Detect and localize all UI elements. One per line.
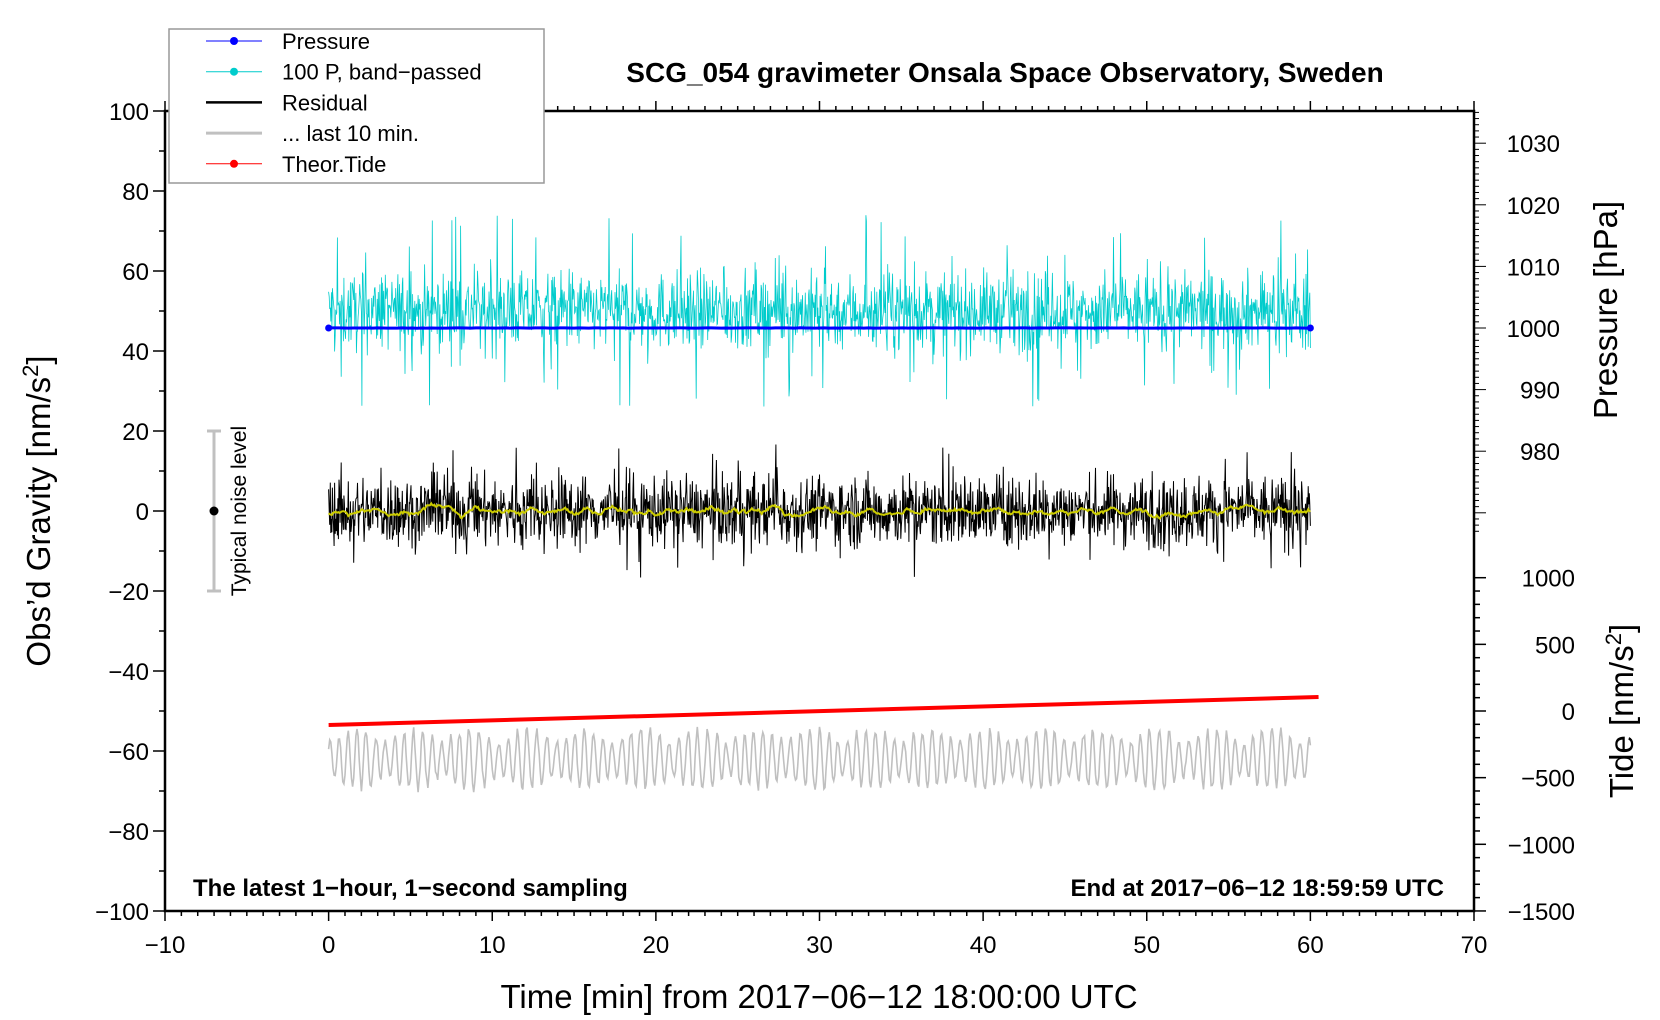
x-tick-label: 10	[479, 932, 506, 959]
y-tick-label: −80	[108, 819, 149, 846]
tide-axis-label: Tide [nm/s2]	[1601, 624, 1640, 798]
legend-label: Residual	[282, 90, 368, 115]
y-tick-label: 20	[122, 419, 149, 446]
series-last-10-min	[327, 726, 1312, 793]
noise-bar-dot	[209, 506, 219, 516]
y-tick-label: 100	[109, 99, 149, 126]
y-label-text: Obs’d Gravity [nm/s	[20, 377, 57, 667]
y-tick-label: 0	[136, 499, 149, 526]
series-band-passed-pressure	[328, 215, 1311, 407]
pressure-tick-label: 1030	[1507, 131, 1560, 158]
pressure-tick-label: 980	[1520, 439, 1560, 466]
y-label-close: ]	[20, 355, 57, 364]
tide-label-text: Tide [nm/s	[1603, 645, 1640, 798]
chart-title: SCG_054 gravimeter Onsala Space Observat…	[626, 57, 1383, 88]
tide-tick-label: 1000	[1522, 566, 1575, 593]
y-tick-label: −20	[108, 579, 149, 606]
x-tick-label: 50	[1133, 932, 1160, 959]
y-label-sup: 2	[18, 365, 43, 377]
y-tick-label: 80	[122, 179, 149, 206]
pressure-tick-label: 1010	[1507, 254, 1560, 281]
series-residual	[328, 444, 1311, 578]
x-tick-label: 70	[1461, 932, 1488, 959]
tide-tick-label: −1500	[1508, 899, 1575, 926]
annotation-right: End at 2017−06−12 18:59:59 UTC	[1070, 875, 1444, 902]
series-residual-smoothed	[327, 501, 1311, 521]
x-tick-label: 40	[970, 932, 997, 959]
legend-entry: ... last 10 min.	[206, 121, 419, 146]
axis-ticks: −10 0 10 20 30 40 50 60 70100806040200−20−40−60−…	[95, 99, 1575, 959]
legend-label: Pressure	[282, 29, 370, 54]
y-tick-label: 40	[122, 339, 149, 366]
tide-label-close: ]	[1603, 624, 1640, 633]
legend-marker	[230, 67, 238, 76]
x-tick-label: 30	[806, 932, 833, 959]
pressure-tick-label: 1000	[1507, 316, 1560, 343]
y-tick-label: −100	[95, 899, 149, 926]
legend-label: ... last 10 min.	[282, 121, 419, 146]
data-layer	[325, 215, 1319, 793]
legend-entry: Residual	[206, 90, 368, 115]
tide-tick-label: 0	[1562, 699, 1575, 726]
noise-level-indicator: Typical noise level	[207, 426, 251, 596]
x-tick-label: −10	[145, 932, 186, 959]
tide-label-sup: 2	[1601, 633, 1626, 645]
tide-tick-label: −1000	[1508, 832, 1575, 859]
legend-entry: Theor.Tide	[206, 152, 386, 177]
y-axis-label: Obs’d Gravity [nm/s2]	[18, 355, 57, 666]
x-tick-label: 0	[322, 932, 335, 959]
legend-box	[168, 28, 545, 184]
pressure-tick-label: 1020	[1507, 193, 1560, 220]
x-tick-label: 60	[1297, 932, 1324, 959]
series-theoretical-tide	[328, 695, 1319, 727]
x-tick-label: 20	[643, 932, 670, 959]
legend-label: 100 P, band−passed	[282, 60, 482, 85]
legend: Pressure 100 P, band−passed Residual ... la…	[168, 28, 545, 184]
pressure-tick-label: 990	[1520, 378, 1560, 405]
noise-bar-label: Typical noise level	[228, 426, 251, 596]
tide-tick-label: 500	[1535, 632, 1575, 659]
legend-marker	[230, 159, 238, 168]
legend-label: Theor.Tide	[282, 152, 386, 177]
legend-entry: Pressure	[206, 29, 370, 54]
legend-marker	[230, 37, 238, 45]
pressure-marker	[325, 324, 333, 332]
y-tick-label: −40	[108, 659, 149, 686]
pressure-marker	[1306, 324, 1314, 332]
y-tick-label: −60	[108, 739, 149, 766]
tide-tick-label: −500	[1521, 766, 1575, 793]
y-tick-label: 60	[122, 259, 149, 286]
legend-entry: 100 P, band−passed	[206, 60, 482, 85]
pressure-axis-label: Pressure [hPa]	[1587, 201, 1624, 419]
x-axis-label: Time [min] from 2017−06−12 18:00:00 UTC	[500, 978, 1137, 1015]
annotation-left: The latest 1−hour, 1−second sampling	[193, 875, 628, 902]
